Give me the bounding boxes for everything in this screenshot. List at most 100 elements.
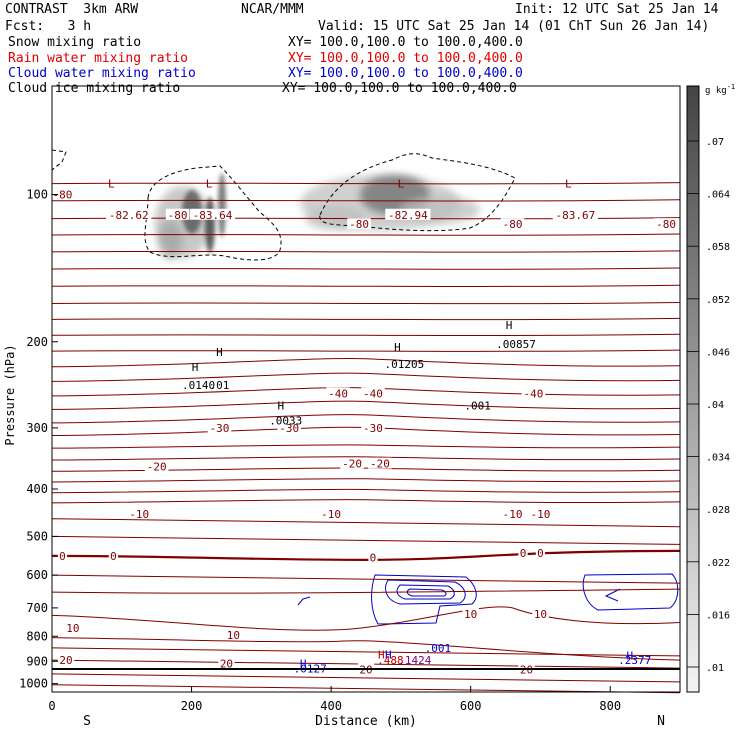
contour-label-bg (347, 218, 371, 230)
isotherm-line (51, 499, 681, 504)
temperature-contour-label: -40 (363, 387, 383, 400)
temperature-contour-label: 0 (370, 551, 377, 564)
isotherm-line (51, 478, 681, 483)
contour-label-bg (108, 549, 119, 561)
colorbar-tick-label: .052 (706, 295, 730, 306)
x-axis-label: Distance (km) (315, 714, 417, 729)
temperature-contour-label: -20 (370, 458, 390, 471)
header-init: Init: 12 UTC Sat 25 Jan 14 (515, 2, 719, 17)
temperature-contour-label: 10 (534, 608, 547, 621)
temperature-contour-label: -10 (129, 508, 149, 521)
extremum-label: .01 (210, 379, 230, 392)
isotherm-line (51, 267, 681, 270)
y-tick-label: 300 (26, 421, 48, 435)
contour-label-bg (361, 387, 385, 399)
temperature-contour-label: -80 (349, 218, 369, 231)
x-tick-label: 200 (181, 699, 203, 713)
y-tick-label: 1000 (19, 677, 48, 691)
temperature-contour-label: -40 (328, 387, 348, 400)
temperature-contour-label: 0 (537, 547, 544, 560)
contour-label-bg (340, 457, 364, 469)
y-tick-label: 500 (26, 529, 48, 543)
colorbar-tick-label: .07 (706, 137, 724, 148)
y-tick-label: 100 (26, 188, 48, 202)
y-tick-label: 400 (26, 482, 48, 496)
temperature-contour-label: 0 (520, 547, 527, 560)
y-tick-label: 600 (26, 568, 48, 582)
extremum-label: H (506, 319, 513, 332)
contour-label-bg (319, 508, 343, 520)
extremum-label: .00857 (496, 338, 536, 351)
y-tick-label: 200 (26, 335, 48, 349)
colorbar: .07 .064 .058 .052 .046 .04 .034 .028 .022 .016 .0… (686, 83, 735, 693)
field-name-rain: Rain water mixing ratio (8, 51, 189, 66)
colorbar-ramp (686, 85, 700, 693)
isotherm-line (51, 349, 681, 352)
x-tick-label: 400 (320, 699, 342, 713)
extremum-label: .001 (464, 400, 491, 413)
colorbar-unit: g kg-1 (705, 83, 735, 96)
temperature-contour-label: -30 (279, 422, 299, 435)
x-tick-label: 600 (460, 699, 482, 713)
north-label: N (657, 714, 665, 729)
extremum-label: H (626, 649, 633, 662)
temperature-contour-label: -30 (363, 422, 383, 435)
contour-label-bg (207, 421, 232, 433)
temperature-contour-label: -80 (53, 189, 73, 202)
y-axis: 100 200 300 400 500 600 700 800 900 1000 (19, 188, 58, 691)
isotherm-line (51, 400, 681, 410)
extremum-label: H (192, 361, 199, 374)
contour-label-bg (654, 218, 678, 230)
isotherm-line (51, 182, 681, 185)
isotherm-lines (51, 182, 681, 694)
isotherm-line (51, 233, 681, 236)
extremum-label: .01205 (385, 358, 425, 371)
contour-label-bg (535, 546, 546, 558)
temperature-contour-label: 10 (227, 629, 240, 642)
colorbar-tick-label: .01 (706, 663, 724, 674)
contour-label-bg (552, 208, 598, 220)
colorbar-tick-label: .028 (706, 505, 730, 516)
header-valid: Valid: 15 UTC Sat 25 Jan 14 (01 ChT Sun … (318, 19, 710, 34)
contour-labels: -80 -82.62 -80 -83.64 -80 -82.94 -80 -83.67 -80 -… (50, 178, 678, 676)
extremum-label: H (216, 346, 223, 359)
isotherm-line (51, 358, 681, 368)
temperature-contour-label: 20 (59, 654, 72, 667)
colorbar-tick-label: .064 (706, 190, 730, 201)
contour-label-bg (189, 208, 236, 220)
contour-label-bg (361, 421, 385, 433)
extremum-label: .0033 (269, 415, 302, 428)
temperature-contour-label: -10 (531, 508, 551, 521)
temperature-contour-label: 10 (66, 622, 79, 635)
y-tick-label: 800 (26, 629, 48, 643)
isotherm-line (51, 467, 681, 472)
contour-label-bg (462, 607, 479, 619)
isotherm-line (51, 456, 681, 461)
temperature-contour-label: 20 (220, 658, 233, 671)
contour-label-bg (218, 657, 235, 669)
temperature-contour-label: -80 (656, 218, 676, 231)
temperature-contour-label: -20 (342, 458, 362, 471)
y-tick-label: 700 (26, 601, 48, 615)
isotherm-line (51, 488, 681, 494)
colorbar-tick-label: .034 (706, 453, 730, 464)
temperature-contour-label: -83.64 (193, 209, 233, 222)
isotherm-line (51, 317, 681, 321)
isotherm-line (51, 444, 681, 449)
colorbar-tick-label: .058 (706, 242, 730, 253)
isotherm-line-10 (51, 606, 681, 631)
isotherm-line (51, 284, 681, 287)
contour-label-bg (50, 188, 75, 200)
x-axis: 0 200 400 600 800 (48, 686, 621, 713)
contour-label-bg (385, 208, 431, 220)
extremum-label: L (565, 178, 572, 191)
isotherm-line (51, 549, 681, 561)
temperature-contour-label: 0 (59, 550, 66, 563)
extremum-label: .1424 (398, 654, 431, 667)
contour-label-bg (144, 460, 169, 472)
colorbar-tick-label: .046 (706, 347, 730, 358)
isotherm-line (51, 372, 681, 382)
isotherm-line (51, 588, 681, 594)
header-fcst: Fcst: 3 h (5, 19, 92, 34)
contour-label-bg (500, 218, 525, 230)
